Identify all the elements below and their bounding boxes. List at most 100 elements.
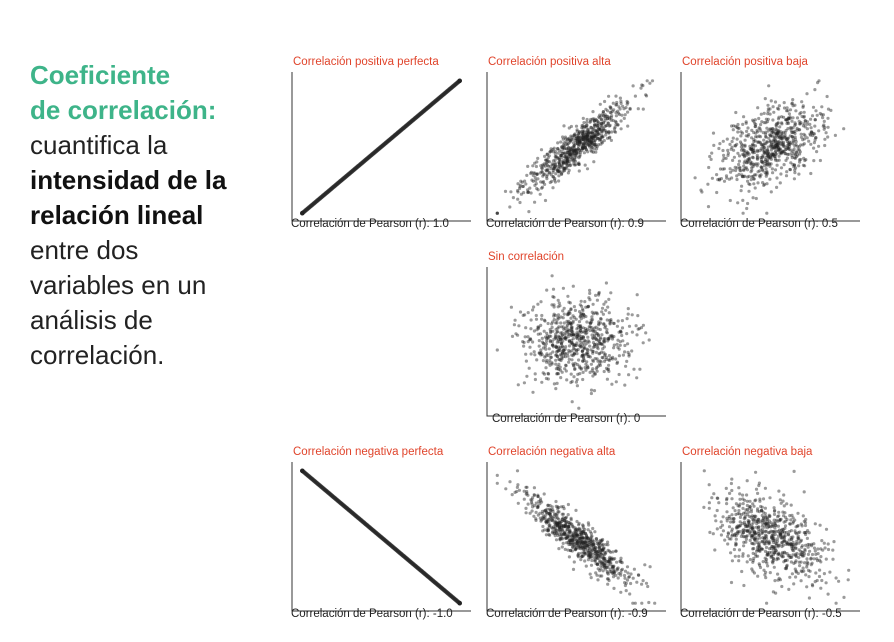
scatter-point xyxy=(587,540,591,544)
scatter-point xyxy=(553,531,557,535)
scatter-point xyxy=(532,350,536,354)
scatter-point xyxy=(793,131,797,136)
scatter-point xyxy=(562,321,566,325)
scatter-point xyxy=(565,160,569,164)
scatter-point xyxy=(730,145,734,149)
scatter-point xyxy=(620,561,624,565)
scatter-point xyxy=(736,530,740,534)
scatter-point xyxy=(760,531,764,536)
scatter-point xyxy=(550,343,554,347)
scatter-point xyxy=(551,518,555,522)
scatter-point xyxy=(569,124,573,129)
scatter-point xyxy=(749,508,753,512)
scatter-point xyxy=(734,537,738,541)
scatter-point xyxy=(579,134,584,138)
data-points xyxy=(300,468,462,606)
scatter-point xyxy=(826,135,830,139)
scatter-point xyxy=(741,530,745,534)
scatter-point xyxy=(751,518,755,522)
scatter-point xyxy=(580,539,584,543)
scatter-point xyxy=(776,148,780,152)
scatter-point xyxy=(580,551,584,555)
scatter-point xyxy=(805,127,809,131)
scatter-point xyxy=(771,153,775,157)
scatter-point xyxy=(563,519,567,523)
scatter-point xyxy=(772,512,777,516)
scatter-point xyxy=(558,365,562,369)
scatter-point xyxy=(546,503,550,507)
scatter-point xyxy=(559,340,563,345)
scatter-point xyxy=(529,338,533,342)
scatter-point xyxy=(761,510,765,514)
scatter-point xyxy=(775,144,779,148)
scatter-point xyxy=(794,142,798,147)
scatter-point xyxy=(768,530,772,534)
scatter-point xyxy=(788,522,792,526)
scatter-point xyxy=(557,532,562,537)
scatter-point xyxy=(780,544,784,549)
scatter-point xyxy=(589,576,593,580)
scatter-point xyxy=(775,556,779,560)
scatter-point xyxy=(784,147,788,151)
scatter-point xyxy=(719,525,723,529)
scatter-point xyxy=(795,539,799,543)
scatter-point xyxy=(751,527,755,531)
scatter-point xyxy=(558,537,562,541)
scatter-point xyxy=(579,317,583,321)
scatter-point xyxy=(595,556,599,560)
definition-line3: cuantifica la xyxy=(30,130,168,160)
scatter-point xyxy=(764,515,768,519)
scatter-point xyxy=(826,542,830,546)
scatter-point xyxy=(593,329,597,333)
scatter-point xyxy=(757,116,761,121)
scatter-point xyxy=(544,376,548,381)
scatter-point xyxy=(842,127,846,131)
scatter-point xyxy=(530,502,534,506)
scatter-point xyxy=(595,553,600,557)
scatter-point xyxy=(514,332,518,336)
scatter-point xyxy=(594,142,598,147)
scatter-point xyxy=(568,152,572,157)
scatter-point xyxy=(777,139,781,144)
scatter-point xyxy=(575,533,579,537)
scatter-point xyxy=(819,560,823,564)
scatter-point xyxy=(609,557,613,561)
scatter-point xyxy=(700,190,704,194)
scatter-point xyxy=(535,172,539,176)
scatter-point xyxy=(775,185,779,189)
scatter-point xyxy=(765,211,769,215)
scatter-point xyxy=(741,552,745,556)
scatter-point xyxy=(725,498,729,502)
scatter-point xyxy=(623,581,627,585)
scatter-point xyxy=(556,170,560,174)
scatter-point xyxy=(795,150,799,155)
scatter-point xyxy=(784,136,788,140)
scatter-point xyxy=(766,552,770,556)
scatter-point xyxy=(816,552,820,556)
scatter-point xyxy=(554,516,558,520)
scatter-point xyxy=(546,167,550,172)
scatter-point xyxy=(574,124,579,128)
scatter-point xyxy=(768,127,772,131)
scatter-point xyxy=(612,571,617,575)
scatter-point xyxy=(773,154,777,158)
scatter-point xyxy=(832,540,836,544)
scatter-point xyxy=(600,140,604,144)
scatter-point xyxy=(558,530,562,534)
scatter-point xyxy=(755,549,759,553)
scatter-point xyxy=(529,171,533,176)
scatter-point xyxy=(755,519,759,523)
scatter-point xyxy=(615,103,619,107)
scatter-point xyxy=(635,376,639,380)
scatter-point xyxy=(702,469,706,473)
scatter-point xyxy=(552,337,556,341)
scatter-point xyxy=(565,150,570,155)
scatter-point xyxy=(569,539,573,543)
scatter-point xyxy=(726,531,730,535)
scatter-point xyxy=(715,173,719,177)
scatter-point xyxy=(613,570,617,574)
scatter-point xyxy=(789,141,793,145)
scatter-point xyxy=(812,141,816,145)
scatter-point xyxy=(589,140,593,144)
scatter-point xyxy=(787,117,791,121)
